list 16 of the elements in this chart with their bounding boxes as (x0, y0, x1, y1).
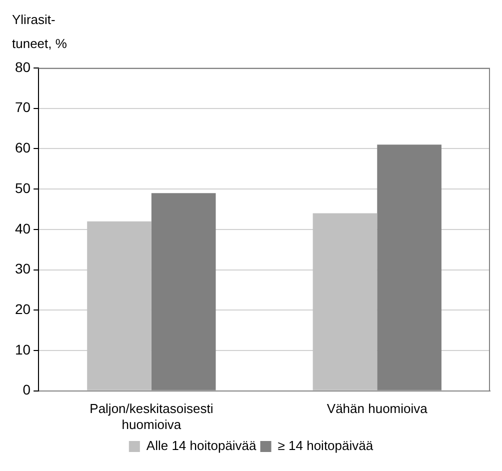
bar (87, 221, 152, 390)
legend-label: ≥ 14 hoitopäivää (278, 438, 374, 454)
y-tick-label: 60 (14, 140, 31, 156)
y-tick-label: 0 (22, 382, 31, 398)
y-tick-label: 30 (14, 260, 31, 277)
y-tick-label: 10 (14, 341, 31, 358)
y-tick-label: 40 (14, 220, 31, 236)
y-axis-title: Ylirasit- tuneet, % (12, 11, 67, 53)
y-tick-label: 50 (14, 180, 31, 196)
bar (312, 213, 378, 390)
y-tick-label: 80 (14, 58, 31, 75)
x-tick-label: Paljon/keskitasoisesti huomioiva (90, 401, 214, 432)
legend-label: Alle 14 hoitopäivää (146, 438, 258, 454)
y-tick-label: 20 (14, 300, 31, 317)
y-tick-label: 70 (14, 99, 31, 116)
x-tick-label: Vähän huomioiva (326, 401, 428, 416)
